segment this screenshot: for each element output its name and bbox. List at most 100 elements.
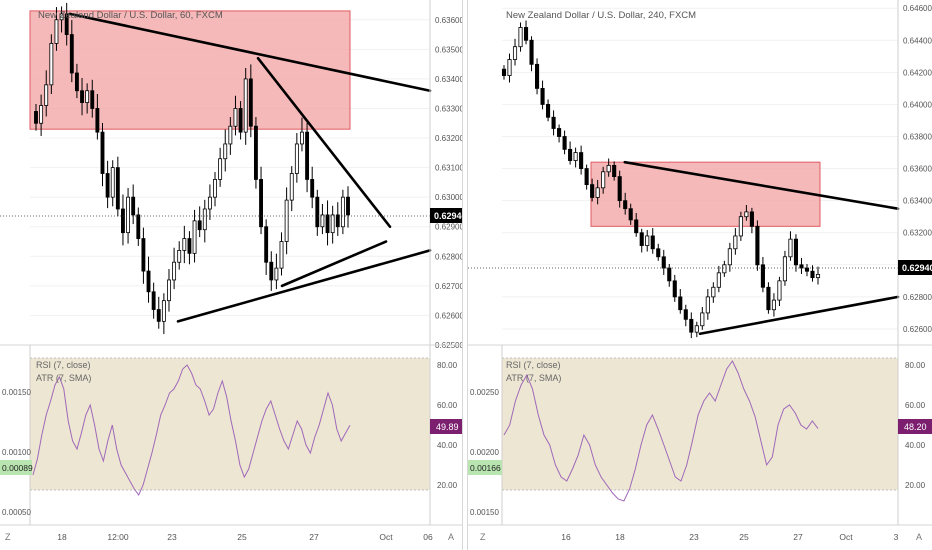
right-trendlines[interactable] — [623, 160, 900, 336]
candle-body — [551, 116, 556, 129]
candle-body — [793, 238, 799, 266]
candle-body — [131, 196, 136, 216]
candle-body — [289, 173, 294, 201]
candle-body — [294, 143, 299, 174]
right-rsi-band — [502, 358, 898, 490]
left-rsi-line — [32, 364, 351, 496]
trendline[interactable] — [68, 12, 432, 93]
left-time-axis[interactable]: 18 12:00 23 25 27 Oct 06 — [57, 532, 433, 542]
candle-body — [110, 167, 115, 198]
left-chart-title: New Zealand Dollar / U.S. Dollar, 60, FX… — [38, 10, 223, 21]
trendline[interactable] — [280, 240, 388, 288]
candle-body — [187, 238, 192, 254]
left-corner-a[interactable]: A — [448, 532, 454, 542]
candle-body — [233, 108, 238, 127]
trendline[interactable] — [256, 56, 392, 229]
atr-tick-label: 0.00100 — [2, 448, 31, 457]
candle-body — [264, 226, 269, 263]
candle-body — [64, 13, 69, 35]
candle-body — [100, 131, 105, 174]
right-rsi-badge: 48.20 — [904, 422, 927, 432]
trendline[interactable] — [176, 249, 432, 323]
candle-body — [315, 196, 320, 228]
candle-body — [672, 280, 677, 298]
time-tick-label: 23 — [167, 532, 177, 542]
candle-body — [777, 280, 782, 301]
right-corner-z[interactable]: Z — [480, 532, 486, 542]
candle-body — [269, 261, 274, 281]
left-candles — [34, 2, 350, 335]
time-tick-label: 3 — [894, 532, 899, 542]
candle-body — [733, 235, 738, 250]
candle-body — [320, 214, 325, 228]
candle-body — [595, 187, 600, 198]
left-rsi-label: RSI (7, close) — [36, 360, 91, 370]
right-chart-title: New Zealand Dollar / U.S. Dollar, 240, F… — [506, 10, 696, 21]
atr-tick-label: 0.00250 — [470, 388, 499, 397]
time-tick-label: 27 — [793, 532, 803, 542]
time-tick-label: 25 — [237, 532, 247, 542]
candle-body — [727, 248, 732, 266]
trendline[interactable] — [623, 160, 900, 210]
candle-body — [782, 256, 788, 282]
left-atr-badge: 0.00089 — [2, 463, 33, 473]
right-corner-a[interactable]: A — [916, 532, 922, 542]
candle-body — [248, 78, 253, 127]
candle-body — [738, 216, 743, 237]
right-price-axis[interactable]: 0.64600 0.64400 0.64200 0.64000 0.63800 0.636… — [903, 4, 932, 334]
candle-body — [346, 196, 350, 216]
price-tick-label: 0.64000 — [903, 100, 932, 109]
right-time-axis[interactable]: 16 18 23 25 27 Oct 3 — [561, 532, 898, 542]
time-tick-label: 18 — [615, 532, 625, 542]
candle-body — [634, 219, 639, 234]
candle-body — [80, 90, 84, 103]
left-rsi-band — [30, 358, 430, 490]
candle-body — [744, 211, 749, 218]
candle-body — [711, 286, 716, 298]
price-tick-label: 0.62900 — [435, 223, 462, 232]
right-rsi-axis: 80.00 60.00 40.00 20.00 — [905, 361, 926, 490]
candle-body — [54, 19, 59, 44]
atr-tick-label: 0.00150 — [470, 508, 499, 517]
candle-body — [617, 176, 622, 202]
candle-body — [325, 214, 330, 234]
candle-body — [121, 208, 125, 234]
candle-body — [228, 125, 233, 145]
candle-body — [259, 179, 263, 228]
left-chart-pane[interactable]: 0.63600 0.63500 0.63400 0.63300 0.63200 0.631… — [0, 0, 462, 550]
supply-zone-rect[interactable] — [29, 10, 351, 130]
left-trendlines[interactable] — [68, 12, 432, 323]
price-tick-label: 0.64200 — [903, 68, 932, 77]
candle-body — [330, 214, 335, 234]
candle-body — [623, 200, 628, 210]
candle-body — [523, 27, 529, 41]
candle-body — [584, 168, 589, 186]
trendline[interactable] — [698, 295, 900, 336]
candle-body — [683, 309, 688, 320]
price-tick-label: 0.63600 — [903, 165, 932, 174]
right-gridlines — [502, 7, 898, 330]
time-tick-label: 16 — [561, 532, 571, 542]
rsi-tick-label: 40.00 — [905, 441, 926, 450]
candle-body — [74, 72, 79, 92]
left-price-badge-bg — [430, 208, 462, 223]
candle-body — [529, 39, 534, 65]
left-corner-z[interactable]: Z — [5, 532, 11, 542]
candle-body — [69, 34, 74, 74]
left-supply-zone — [29, 10, 351, 130]
candle-body — [167, 279, 171, 302]
candle-body — [766, 286, 771, 311]
right-chart-pane[interactable]: 0.64600 0.64400 0.64200 0.64000 0.63800 0.636… — [468, 0, 932, 550]
time-tick-label: 12:00 — [107, 532, 129, 542]
candle-body — [274, 267, 279, 281]
time-tick-label: 25 — [739, 532, 749, 542]
pane-divider[interactable] — [462, 0, 468, 550]
candle-body — [310, 179, 315, 198]
candle-body — [223, 143, 228, 160]
candle-body — [39, 105, 44, 124]
candle-body — [804, 267, 810, 272]
price-tick-label: 0.63400 — [903, 197, 932, 206]
left-rsi-axis: 80.00 60.00 40.00 20.00 — [437, 361, 458, 490]
candle-body — [678, 296, 683, 311]
time-tick-label: Oct — [379, 532, 393, 542]
